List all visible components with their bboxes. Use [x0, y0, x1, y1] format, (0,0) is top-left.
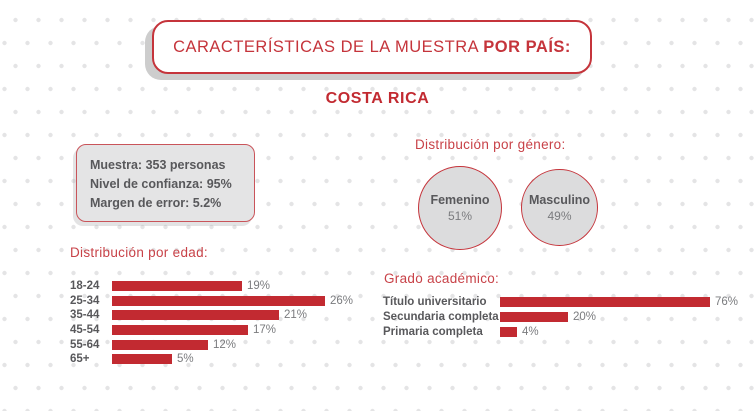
- education-bar-chart: Título universitario 76% Secundaria comple…: [383, 294, 743, 340]
- country-title: COSTA RICA: [325, 90, 430, 107]
- education-bar: [500, 327, 517, 338]
- age-category-label: 65+: [70, 353, 90, 366]
- age-bar-row: 18-24 19%: [70, 279, 390, 294]
- age-section-heading: Distribución por edad:: [70, 245, 208, 260]
- age-value-label: 21%: [284, 309, 308, 322]
- education-value-label: 4%: [522, 326, 539, 339]
- age-value-label: 26%: [330, 294, 354, 307]
- page-title: CARACTERÍSTICAS DE LA MUESTRA POR PAÍS:: [173, 38, 571, 57]
- age-category-label: 18-24: [70, 280, 100, 293]
- gender-male-label: Masculino: [528, 192, 591, 207]
- age-bar-row: 35-44 21%: [70, 308, 390, 323]
- age-category-label: 35-44: [70, 309, 100, 322]
- title-box: CARACTERÍSTICAS DE LA MUESTRA POR PAÍS:: [152, 20, 592, 74]
- age-value-label: 5%: [177, 353, 194, 366]
- age-value-label: 12%: [213, 338, 237, 351]
- education-bar: [500, 311, 568, 322]
- sample-size-line: Muestra: 353 personas: [90, 158, 226, 172]
- gender-section-heading: Distribución por género:: [415, 137, 566, 152]
- education-category-label: Secundaria completa: [383, 310, 499, 323]
- education-category-label: Título universitario: [383, 295, 487, 308]
- page-title-regular: CARACTERÍSTICAS DE LA MUESTRA: [173, 37, 484, 56]
- age-bar-row: 25-34 26%: [70, 294, 390, 309]
- age-bar: [112, 295, 325, 306]
- age-bar: [112, 281, 242, 292]
- education-category-label: Primaria completa: [383, 326, 483, 339]
- margin-of-error-line: Margen de error: 5.2%: [90, 196, 222, 210]
- education-bar-row: Título universitario 76%: [383, 294, 743, 309]
- age-bar: [112, 310, 279, 321]
- age-category-label: 25-34: [70, 294, 100, 307]
- gender-circle-female: Femenino 51%: [418, 166, 502, 250]
- age-bar-chart: 18-24 19% 25-34 26% 35-44 21% 45-54 17% 55-64 12%…: [70, 279, 390, 367]
- gender-circle-male: Masculino 49%: [521, 169, 598, 246]
- sample-info-box: Muestra: 353 personas Nivel de confianza…: [76, 144, 255, 222]
- age-category-label: 55-64: [70, 338, 100, 351]
- age-bar: [112, 339, 208, 350]
- age-bar-row: 65+ 5%: [70, 352, 390, 367]
- age-value-label: 19%: [247, 280, 271, 293]
- page-title-bold: POR PAÍS:: [483, 37, 571, 56]
- education-bar-row: Secundaria completa 20%: [383, 309, 743, 324]
- gender-female-label: Femenino: [430, 193, 490, 207]
- age-bar: [112, 354, 172, 365]
- education-value-label: 20%: [573, 310, 597, 323]
- gender-male-percent: 49%: [547, 208, 572, 223]
- gender-female-percent: 51%: [447, 209, 473, 223]
- education-bar-row: Primaria completa 4%: [383, 325, 743, 340]
- education-value-label: 76%: [715, 295, 739, 308]
- education-section-heading: Grado académico:: [384, 271, 500, 286]
- age-bar-row: 55-64 12%: [70, 337, 390, 352]
- age-category-label: 45-54: [70, 324, 100, 337]
- age-value-label: 17%: [253, 324, 277, 337]
- education-bar: [500, 296, 710, 307]
- age-bar: [112, 325, 248, 336]
- confidence-level-line: Nivel de confianza: 95%: [90, 177, 232, 191]
- age-bar-row: 45-54 17%: [70, 323, 390, 338]
